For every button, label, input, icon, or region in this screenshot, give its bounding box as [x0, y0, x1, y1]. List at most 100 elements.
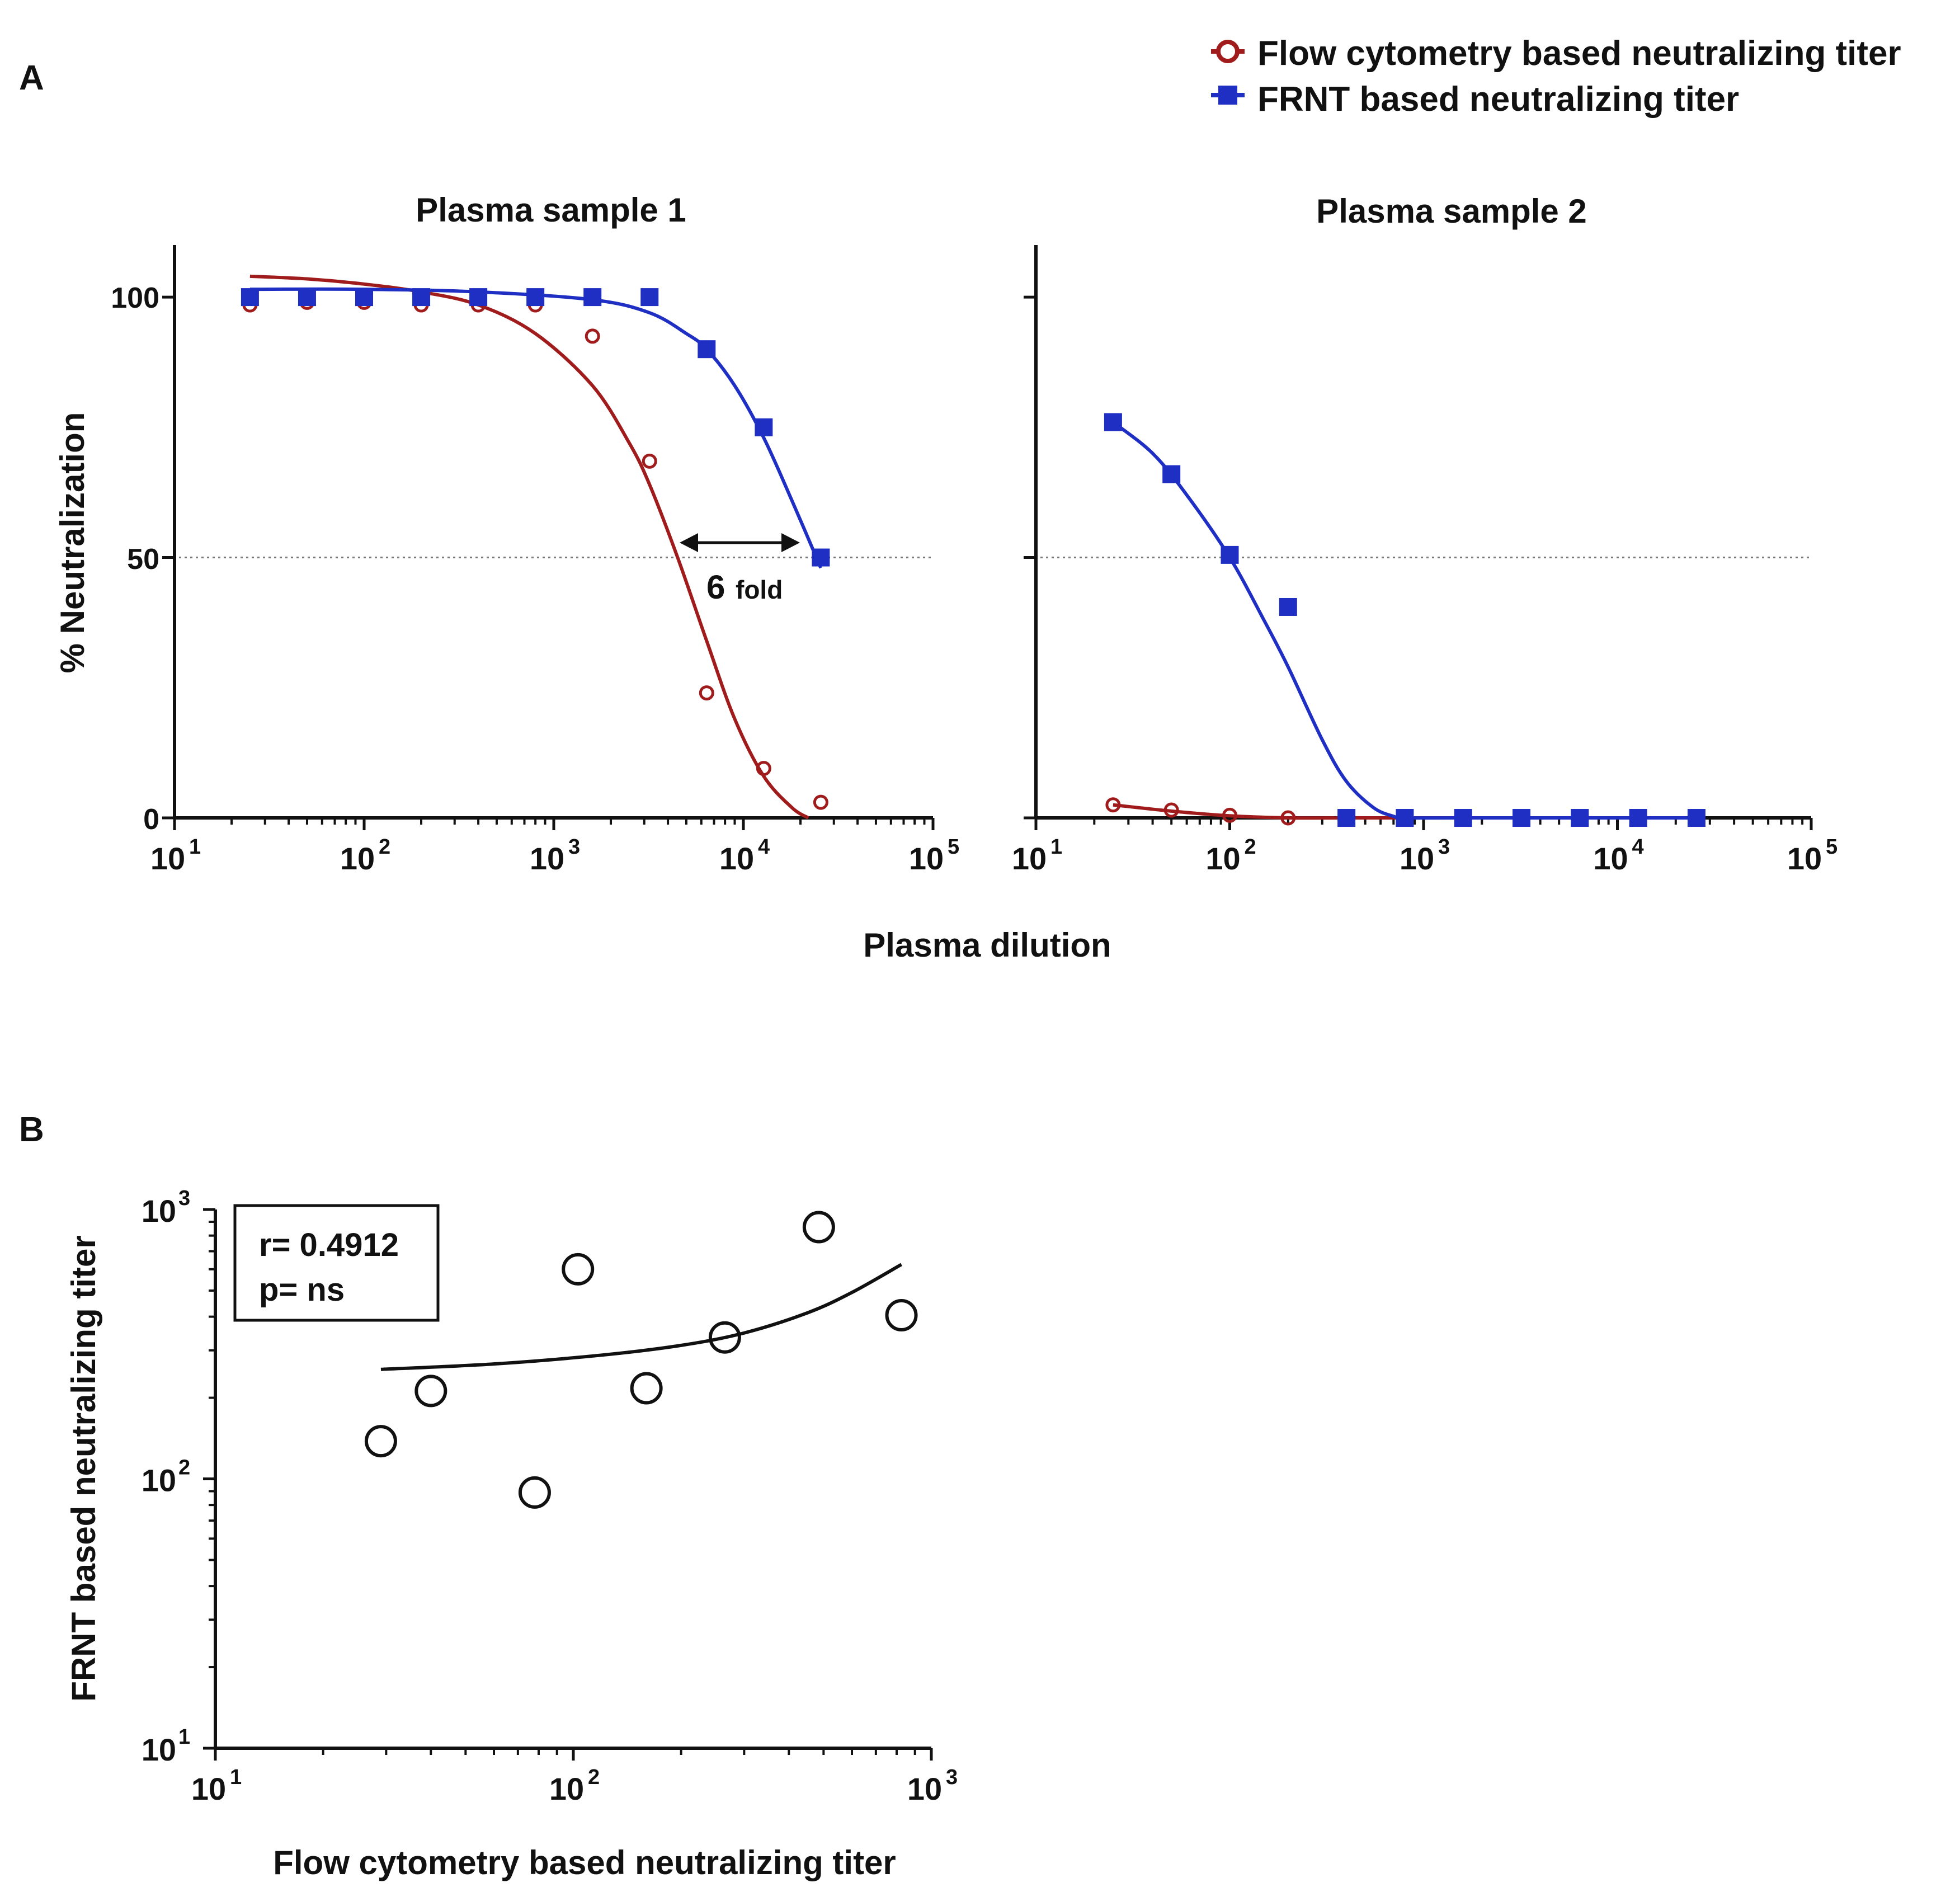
- chart1-title: Plasma sample 1: [416, 191, 686, 229]
- panel-label-a: A: [19, 59, 44, 97]
- chart2-xtick-label: 10: [1012, 841, 1047, 876]
- chart2-series-1-point: [1221, 545, 1239, 564]
- chart2-series-1-point: [1454, 809, 1472, 827]
- chart1-ylabel: % Neutralization: [54, 412, 91, 674]
- chart1-xtick-exponent: 5: [948, 835, 959, 859]
- legend-flow-marker: [1216, 40, 1240, 63]
- fold-arrow-head-left: [680, 533, 698, 552]
- chart3-series-0-point: [364, 1425, 397, 1458]
- chart3-ytick-label: 10: [142, 1193, 176, 1229]
- chart1-xtick-label: 10: [150, 841, 185, 876]
- chart2-series-1-point: [1687, 809, 1705, 827]
- stats-r: r= 0.4912: [259, 1227, 399, 1263]
- chart1-series-1-point: [755, 418, 773, 436]
- chart3-series-0-point: [885, 1299, 918, 1332]
- legend-frnt-label: FRNT based neutralizing titer: [1257, 80, 1739, 119]
- chart1-series-1-point: [698, 340, 716, 359]
- chart3-axes: [203, 1208, 933, 1761]
- chart2-series-1-point: [1104, 413, 1122, 431]
- legend: Flow cytometry based neutralizing titer …: [1211, 34, 1901, 119]
- chart2-series-0-point: [1163, 802, 1179, 818]
- chart1-series-0-point: [756, 761, 771, 776]
- chart-plasma-sample-2: Plasma sample 2 10 1 10 2 10 3 10 4 10 5: [1012, 192, 1838, 876]
- chart3-xtick-label: 10: [549, 1771, 584, 1806]
- chart2-series-0-point: [1280, 810, 1296, 826]
- chart1-ytick-100: 100: [111, 282, 159, 314]
- stats-box: r= 0.4912 p= ns: [233, 1204, 440, 1322]
- chart1-series-0-point: [585, 328, 600, 344]
- chart3-series-0-point: [708, 1321, 741, 1354]
- chart3-series-0-point: [518, 1476, 551, 1509]
- chart3-series-0-fit-curve: [380, 1263, 903, 1371]
- chart1-series-1-point: [640, 288, 659, 307]
- chart3-series-0-point: [414, 1375, 447, 1408]
- fold-word: fold: [736, 575, 783, 604]
- chart1-xtick-label: 10: [340, 841, 375, 876]
- chart1-xtick-exponent: 1: [189, 835, 201, 859]
- chart3-ylabel: FRNT based neutralizing titer: [65, 1235, 102, 1701]
- chart1-plot-area: [179, 274, 933, 820]
- stats-p: p= ns: [259, 1272, 345, 1308]
- chart3-ytick-exponent: 1: [178, 1725, 190, 1749]
- fold-arrow-head-right: [781, 533, 800, 552]
- chart2-series-1-point: [1571, 809, 1589, 827]
- chart2-xtick-label: 10: [1205, 841, 1240, 876]
- chart2-xtick-label: 10: [1787, 841, 1822, 876]
- chart3-xlabel: Flow cytometry based neutralizing titer: [273, 1844, 896, 1881]
- fold-number: 6: [706, 568, 725, 606]
- fold-annotation: 6 fold: [680, 533, 800, 606]
- chart1-xtick-label: 10: [909, 841, 944, 876]
- chart1-series-0-point: [699, 685, 714, 701]
- chart1-series-1-point: [241, 288, 259, 307]
- chart1-series-0-point: [642, 453, 657, 469]
- panel-label-b: B: [19, 1110, 44, 1149]
- stats-box-frame: [233, 1204, 440, 1322]
- chart2-series-1-point: [1513, 809, 1531, 827]
- chart2-xtick-exponent: 5: [1826, 835, 1838, 859]
- chart1-series-1-point: [298, 288, 316, 307]
- chart2-series-0-point: [1105, 797, 1121, 813]
- chart2-xtick-exponent: 1: [1050, 835, 1062, 859]
- chart1-series-1-point: [355, 288, 373, 307]
- chart1-series-0-point: [813, 794, 828, 810]
- chart3-xtick-exponent: 3: [946, 1766, 958, 1789]
- chart2-xtick-label: 10: [1400, 841, 1434, 876]
- chart2-series-1-point: [1629, 809, 1647, 827]
- chart1-xtick-label: 10: [719, 841, 754, 876]
- chart3-series-0-point: [562, 1253, 595, 1286]
- chart1-yticklabels: 0 50 100: [111, 282, 159, 836]
- chart3-xticklabels: 10 1 10 2 10 3: [191, 1766, 958, 1806]
- chart1-series-1-fit-curve: [249, 287, 823, 569]
- chart1-ytick-50: 50: [127, 543, 159, 576]
- chart2-plot-area: [1040, 413, 1811, 827]
- legend-flow-label: Flow cytometry based neutralizing titer: [1257, 34, 1901, 73]
- chart3-ytick-exponent: 2: [178, 1456, 190, 1480]
- chart3-series-0-point: [802, 1211, 835, 1244]
- chart3-xtick-label: 10: [907, 1771, 942, 1806]
- chart2-xticklabels: 10 1 10 2 10 3 10 4 10 5: [1012, 835, 1838, 876]
- chart1-series-0-fit-curve: [249, 274, 809, 820]
- chart2-xtick-label: 10: [1593, 841, 1628, 876]
- chart2-series-1-point: [1396, 809, 1414, 827]
- legend-frnt-marker: [1218, 86, 1237, 105]
- chart2-xtick-exponent: 4: [1632, 835, 1644, 859]
- shared-xlabel: Plasma dilution: [863, 926, 1111, 964]
- chart1-xtick-exponent: 3: [568, 835, 580, 859]
- chart2-xtick-exponent: 2: [1245, 835, 1256, 859]
- chart1-series-1-point: [412, 288, 431, 307]
- chart1-series-1-point: [583, 288, 602, 307]
- chart1-series-1-point: [526, 288, 545, 307]
- chart1-xtick-exponent: 2: [379, 835, 390, 859]
- chart1-xtick-label: 10: [530, 841, 564, 876]
- chart3-xtick-exponent: 2: [588, 1766, 600, 1789]
- chart3-series-0-point: [630, 1372, 663, 1405]
- chart2-series-1-point: [1162, 465, 1181, 483]
- chart3-plot-area: [364, 1211, 918, 1509]
- chart2-title: Plasma sample 2: [1316, 192, 1587, 230]
- chart1-series-1-point: [812, 548, 830, 567]
- chart2-xtick-exponent: 3: [1438, 835, 1450, 859]
- chart3-xtick-exponent: 1: [230, 1766, 242, 1789]
